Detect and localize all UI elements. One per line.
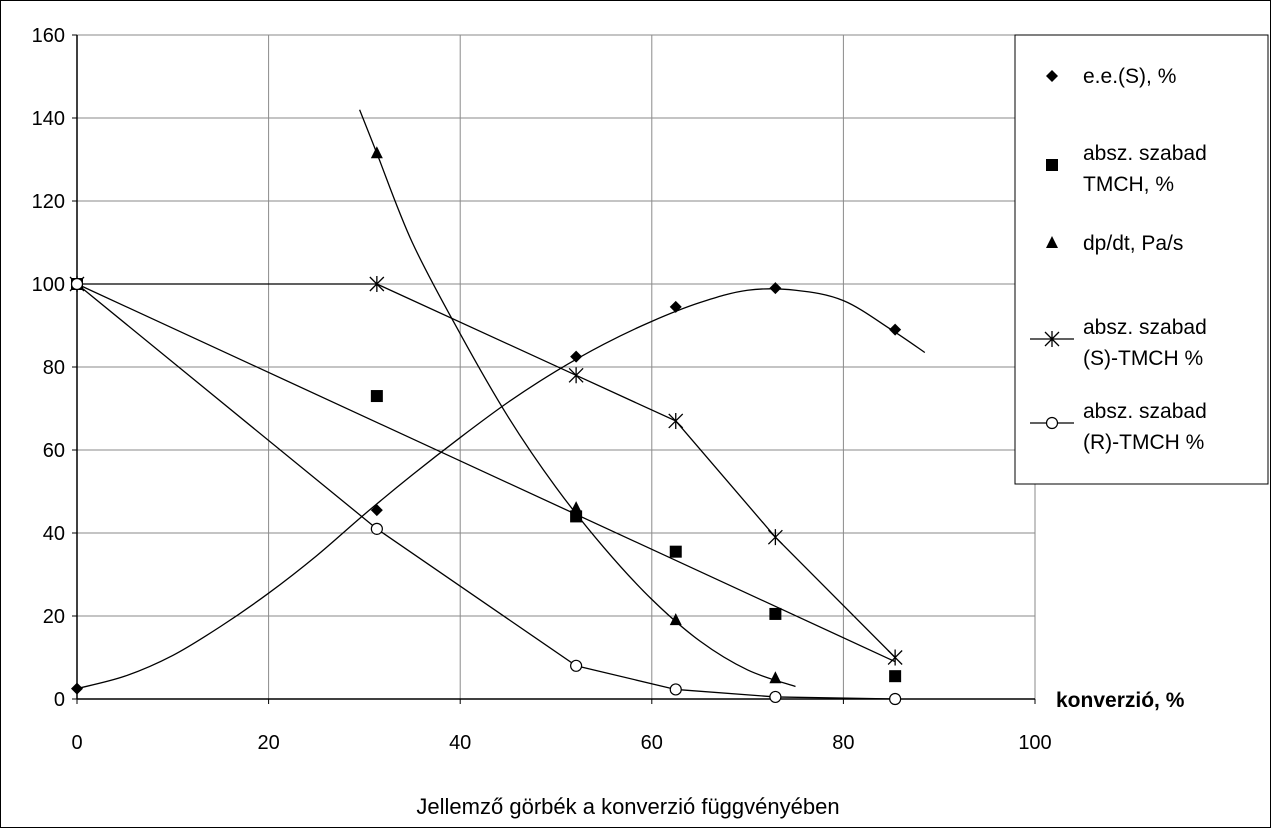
series-3-point	[887, 649, 903, 666]
legend-label: TMCH, %	[1083, 173, 1174, 196]
series-1-point	[769, 607, 782, 620]
series-0-point	[769, 282, 782, 295]
series-0-point	[370, 504, 383, 517]
legend-label: absz. szabad	[1083, 142, 1207, 165]
legend-entry: absz. szabad (R)-TMCH %	[1030, 400, 1207, 454]
legend-label: (S)-TMCH %	[1083, 347, 1203, 370]
legend-marker	[1046, 159, 1058, 171]
series-1-point	[889, 670, 902, 683]
series-1-point	[570, 510, 583, 523]
legend-label: e.e.(S), %	[1083, 65, 1176, 88]
series-2-point	[570, 501, 583, 514]
y-tick-label: 40	[43, 523, 65, 545]
series-4-point	[570, 659, 583, 672]
y-tick-label: 60	[43, 440, 65, 462]
x-axis-title: konverzió, %	[1056, 689, 1185, 712]
series-4-point	[769, 690, 782, 704]
x-tick-label: 60	[641, 732, 663, 754]
marker-layer	[69, 146, 903, 706]
legend-entry: absz. szabad TMCH, %	[1046, 142, 1207, 196]
y-tick-label: 20	[43, 606, 65, 628]
x-tick-label: 100	[1018, 732, 1051, 754]
legend-label: dp/dt, Pa/s	[1083, 232, 1183, 255]
legend-entry: absz. szabad (S)-TMCH %	[1030, 316, 1207, 370]
legend-box	[1014, 34, 1269, 485]
x-tick-label: 20	[257, 732, 279, 754]
series-2-point	[370, 146, 383, 159]
y-tick-label: 80	[43, 357, 65, 379]
series-0-line	[76, 288, 926, 690]
series-4-point	[370, 522, 383, 535]
series-3-point	[668, 412, 684, 429]
legend-label: absz. szabad	[1083, 316, 1207, 339]
legend: e.e.(S), % absz. szabad TMCH, % dp/dt, Pa/…	[1014, 34, 1269, 485]
series-1-point	[669, 545, 682, 558]
series-3-point	[369, 276, 385, 292]
series-0-point	[669, 300, 682, 313]
y-tick-label: 140	[32, 108, 65, 130]
figure-caption: Jellemző görbék a konverzió függvényében	[416, 794, 839, 819]
legend-entry: e.e.(S), %	[1046, 65, 1176, 88]
legend-label: (R)-TMCH %	[1083, 431, 1204, 454]
series-4-point	[889, 692, 902, 706]
series-2-point	[769, 671, 782, 684]
y-tick-label: 160	[32, 25, 65, 47]
y-tick-label: 0	[54, 689, 65, 711]
x-tick-label: 40	[449, 732, 471, 754]
series-0-point	[71, 682, 83, 695]
series-4-point	[669, 683, 682, 696]
series-3-point	[767, 529, 783, 546]
y-tick-label: 120	[32, 191, 65, 213]
x-tick-label: 0	[71, 732, 82, 754]
legend-marker	[1046, 70, 1058, 82]
legend-marker	[1046, 236, 1058, 248]
series-3-line	[77, 283, 896, 658]
legend-entry: dp/dt, Pa/s	[1046, 232, 1183, 255]
series-4-point	[70, 277, 84, 291]
x-tick-label: 80	[832, 732, 854, 754]
legend-marker	[1045, 416, 1059, 430]
legend-label: absz. szabad	[1083, 400, 1207, 423]
series-3-point	[568, 367, 584, 384]
legend-marker	[1044, 331, 1060, 347]
series-4-line	[76, 283, 896, 700]
series-1-line	[76, 283, 896, 663]
series-1-point	[370, 390, 383, 403]
series-0-point	[570, 350, 583, 363]
series-0-point	[889, 323, 902, 336]
series-2-line	[359, 109, 796, 688]
series-2-point	[669, 613, 682, 626]
y-tick-label: 100	[32, 274, 65, 296]
trend-layer	[76, 109, 926, 700]
